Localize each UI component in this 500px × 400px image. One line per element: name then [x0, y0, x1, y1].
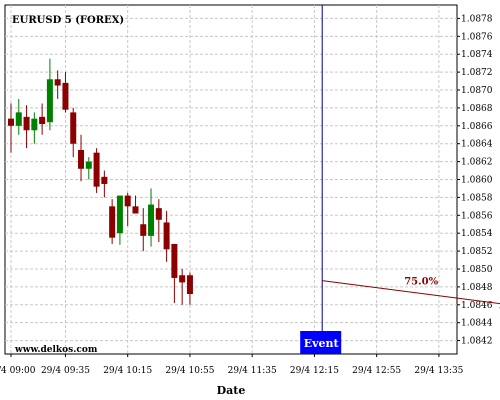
y-tick-label: 1.0852 [461, 247, 493, 257]
candle-body-down [8, 118, 14, 126]
candle-body-up [46, 79, 53, 123]
candle-body-up [148, 204, 155, 236]
x-tick-label: 29/4 09:35 [41, 366, 90, 376]
y-tick-label: 1.0846 [461, 301, 493, 311]
y-tick-label: 1.0874 [461, 50, 493, 60]
y-tick-label: 1.0876 [461, 32, 493, 42]
y-tick-label: 1.0866 [461, 122, 493, 132]
candle-body-down [70, 112, 77, 144]
candle-body-down [124, 195, 131, 207]
candle-body-up [85, 161, 92, 169]
y-tick-label: 1.0862 [461, 158, 493, 168]
candle-body-down [179, 275, 186, 283]
y-tick-label: 1.0872 [461, 68, 493, 78]
x-tick-label: 29/4 10:55 [165, 366, 214, 376]
candle-body-down [163, 222, 170, 250]
candle-body-down [23, 116, 30, 131]
candle-body-down [39, 116, 46, 125]
y-tick-label: 1.0842 [461, 337, 493, 347]
candle-body-down [140, 224, 147, 236]
x-tick-label: 29/4 13:35 [414, 366, 463, 376]
forecast-arrow [322, 280, 500, 309]
candle-body-down [171, 243, 178, 278]
candle-body-down [54, 79, 61, 86]
candle-body-down [62, 82, 69, 110]
event-label: Event [304, 337, 340, 350]
grid [5, 5, 457, 354]
forecast-arrow-line [322, 280, 500, 305]
candle-body-down [93, 152, 100, 187]
y-tick-label: 1.0858 [461, 193, 493, 203]
x-axis-title: Date [217, 384, 246, 397]
event-marker [300, 331, 342, 354]
x-tick-label: 29/4 09:00 [0, 366, 36, 376]
y-tick-label: 1.0850 [461, 265, 493, 275]
candle-body-down [132, 206, 139, 214]
x-tick-label: 29/4 10:15 [103, 366, 152, 376]
y-tick-label: 1.0854 [461, 229, 493, 239]
forecast-percentage-label: 75.0% [404, 276, 438, 287]
y-tick-label: 1.0868 [461, 104, 493, 114]
candle-body-up [15, 112, 22, 126]
x-axis: 29/4 09:00 29/4 09:35 29/4 10:15 29/4 10:55… [0, 354, 464, 376]
candles [8, 58, 193, 305]
y-tick-label: 1.0848 [461, 283, 493, 293]
chart-title: EURUSD 5 (FOREX) [12, 15, 124, 26]
x-tick-label: 29/4 11:35 [228, 366, 277, 376]
x-tick-label: 29/4 12:55 [352, 366, 401, 376]
x-tick-label: 29/4 12:15 [290, 366, 339, 376]
y-tick-label: 1.0856 [461, 211, 493, 221]
y-tick-label: 1.0864 [461, 140, 493, 150]
y-axis: 1.0842 1.0844 1.0846 1.0848 1.0850 1.0852 1.08… [457, 14, 493, 347]
y-tick-label: 1.0878 [461, 14, 493, 24]
candle-body-up [116, 195, 123, 234]
y-tick-label: 1.0844 [461, 319, 493, 329]
y-tick-label: 1.0860 [461, 176, 493, 186]
candle-body-down [186, 275, 193, 295]
y-tick-label: 1.0870 [461, 86, 493, 96]
candle-body-down [109, 206, 116, 238]
candle-body-down [78, 149, 85, 169]
candle-body-down [101, 176, 108, 184]
candle-body-down [155, 208, 162, 220]
candle-body-up [31, 118, 38, 131]
watermark: www.delkos.com [14, 345, 98, 355]
